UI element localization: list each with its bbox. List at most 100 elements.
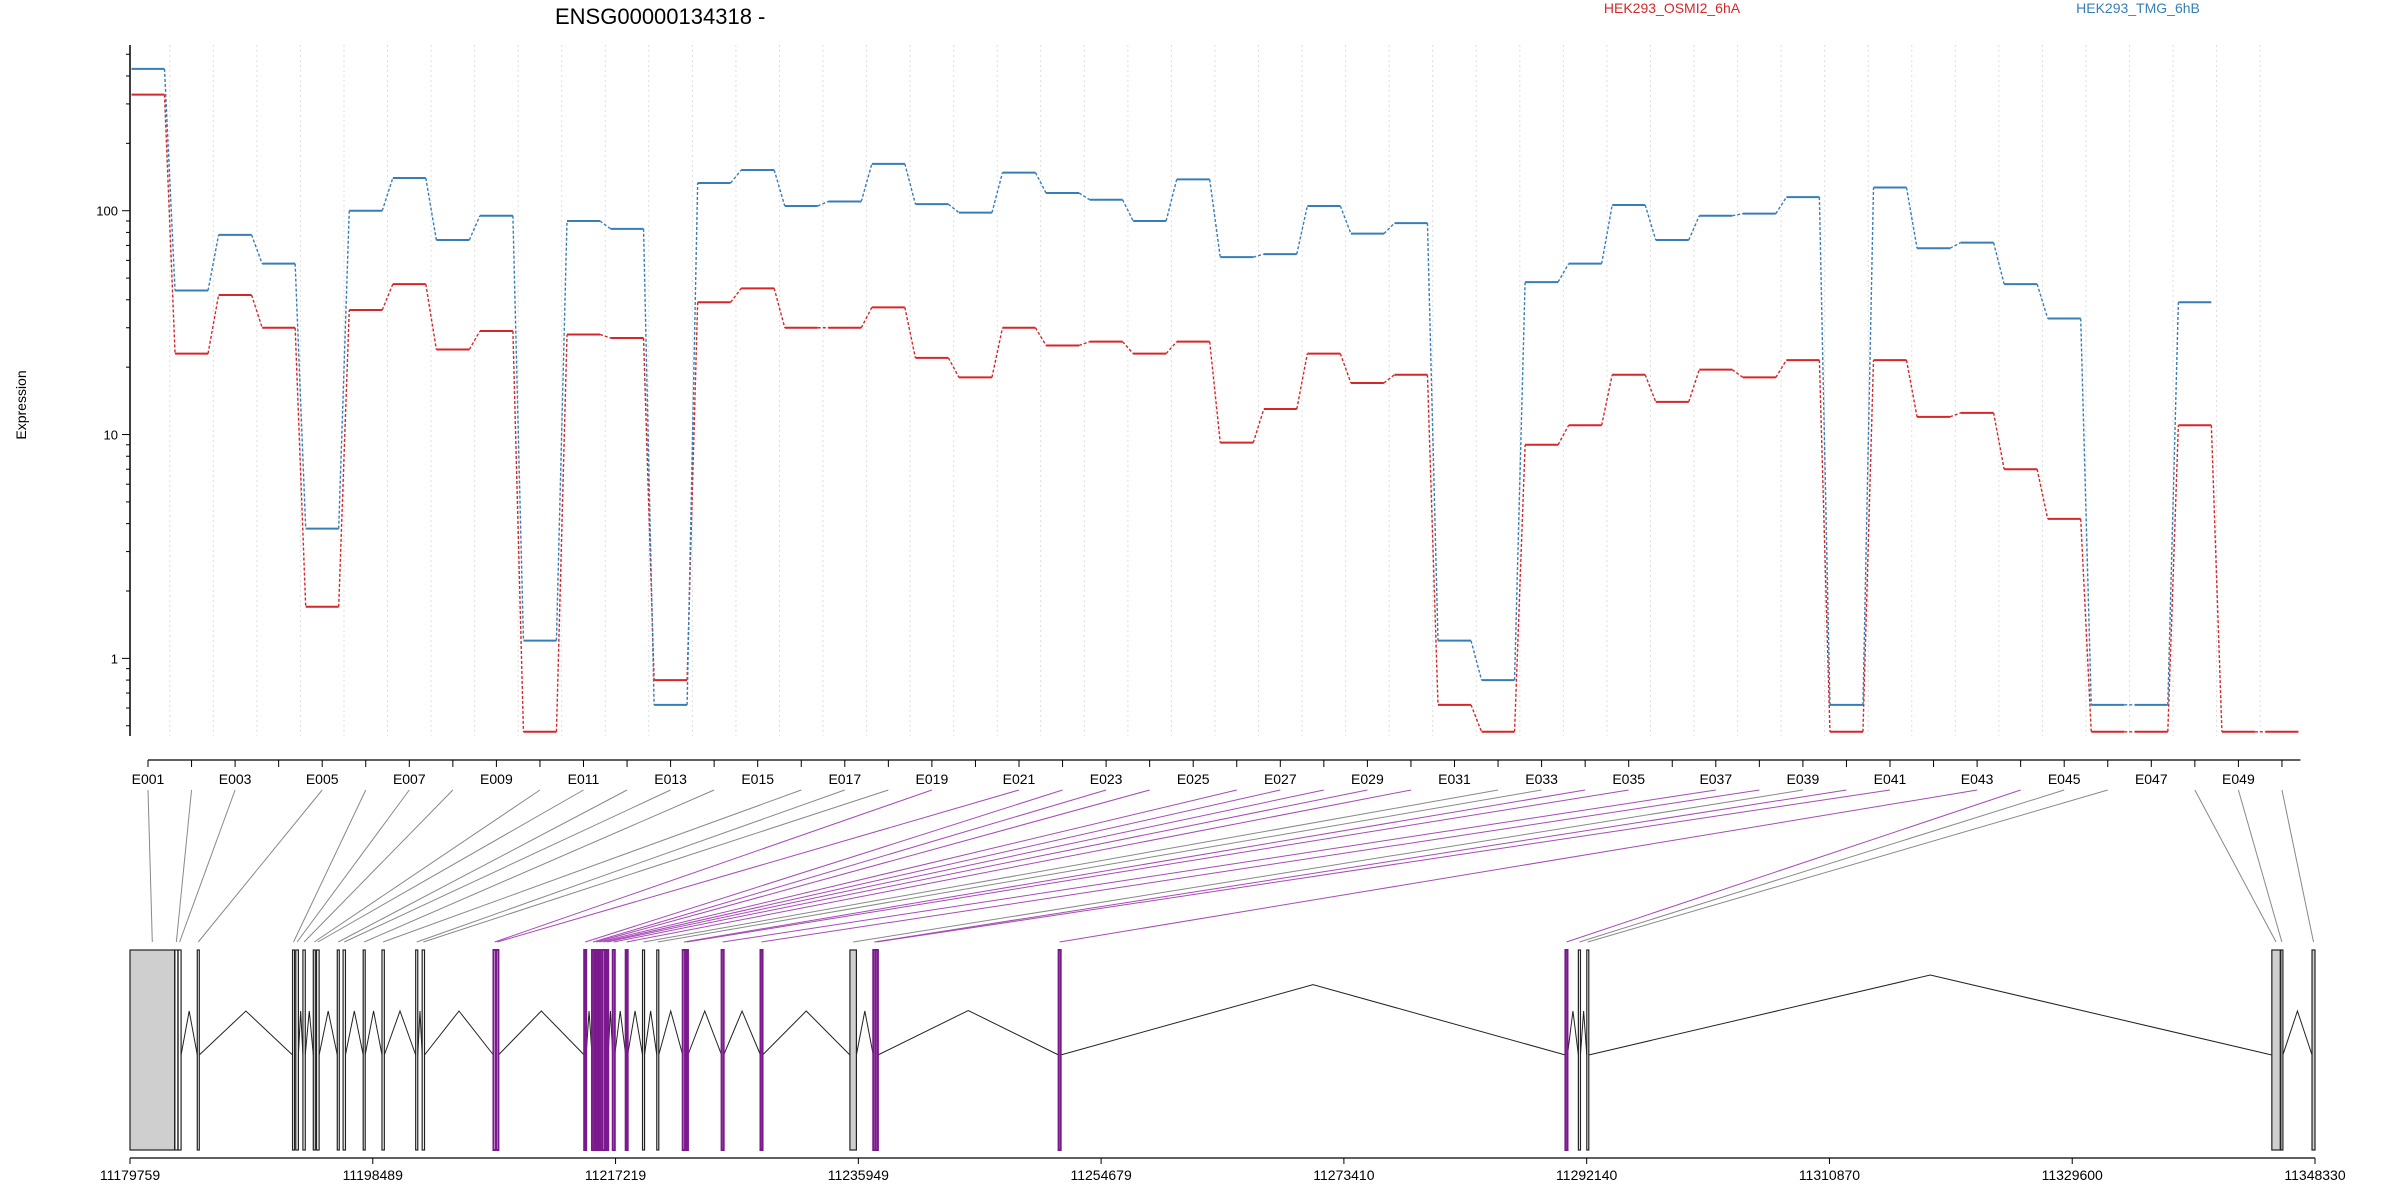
exon-label-E047: E047 bbox=[2135, 771, 2168, 787]
series-1-connector bbox=[1600, 204, 1613, 264]
series-1-connector bbox=[947, 203, 960, 214]
exon-label-E029: E029 bbox=[1351, 771, 1384, 787]
exon-box-E006 bbox=[295, 949, 299, 1151]
series-1-connector bbox=[1513, 282, 1526, 681]
intron-line bbox=[498, 1010, 585, 1056]
series-0-connector bbox=[1209, 341, 1221, 443]
exon-box-E025 bbox=[624, 949, 629, 1151]
series-0-connector bbox=[1775, 359, 1787, 378]
y-tick-label: 100 bbox=[96, 204, 118, 219]
gene-model bbox=[129, 949, 2316, 1151]
intron-line bbox=[2282, 1009, 2313, 1056]
connector-E023 bbox=[607, 789, 1324, 943]
connector-E017 bbox=[497, 789, 1020, 943]
series-0-connector bbox=[1731, 369, 1744, 378]
coord-label: 11273410 bbox=[1313, 1167, 1374, 1183]
intron-line bbox=[297, 1010, 304, 1056]
series-1-connector bbox=[1732, 212, 1743, 217]
series-0-connector bbox=[2210, 425, 2223, 732]
exon-label-E015: E015 bbox=[741, 771, 774, 787]
series-0-connector bbox=[294, 327, 307, 607]
exon-box-E011 bbox=[342, 949, 347, 1151]
connector-E022 bbox=[603, 789, 1281, 943]
connector-E025 bbox=[626, 789, 1412, 943]
series-1-connector bbox=[1034, 172, 1047, 194]
exon-label-E043: E043 bbox=[1961, 771, 1994, 787]
series-0-connector bbox=[1034, 327, 1047, 346]
connector-E011 bbox=[344, 789, 671, 943]
exon-box-E019 bbox=[590, 949, 596, 1151]
exon-label-E033: E033 bbox=[1525, 771, 1558, 787]
exon-box-E034 bbox=[874, 949, 879, 1151]
exon-box-E021 bbox=[597, 949, 602, 1151]
y-tick-label: 10 bbox=[104, 428, 118, 443]
intron-line bbox=[658, 1009, 684, 1056]
exon-box-E020 bbox=[594, 949, 599, 1151]
connector-E016 bbox=[494, 789, 933, 943]
connector-E003 bbox=[179, 789, 236, 943]
series-1-connector bbox=[1253, 253, 1264, 258]
connector-E010 bbox=[338, 789, 628, 943]
series-1-connector bbox=[1165, 179, 1178, 222]
coord-label: 11329600 bbox=[2042, 1167, 2103, 1183]
series-1-connector bbox=[294, 263, 307, 529]
series-1-connector bbox=[1470, 640, 1483, 681]
series-1-connector bbox=[686, 182, 699, 705]
intron-line bbox=[762, 1010, 851, 1056]
series-1-connector bbox=[2080, 318, 2092, 705]
series-0-connector bbox=[1296, 353, 1309, 410]
series-0-connector bbox=[1992, 412, 2005, 470]
intron-line bbox=[198, 1010, 293, 1056]
intron-line bbox=[687, 1009, 723, 1056]
exon-box-E032 bbox=[849, 949, 857, 1151]
coord-label: 11179759 bbox=[100, 1167, 160, 1183]
coord-label: 11310870 bbox=[1799, 1167, 1860, 1183]
series-0-connector bbox=[163, 94, 176, 354]
intron-line bbox=[723, 1009, 761, 1056]
connector-E006 bbox=[296, 789, 410, 943]
series-1-connector bbox=[425, 177, 438, 241]
series-0-connector bbox=[250, 294, 263, 328]
series-1-connector bbox=[1992, 242, 2005, 285]
intron-line bbox=[364, 1010, 383, 1056]
connector-E035 bbox=[1059, 789, 1978, 943]
intron-line bbox=[180, 1010, 198, 1056]
intron-line bbox=[627, 1010, 644, 1056]
exon-box-E010 bbox=[336, 949, 340, 1151]
exon-label-E003: E003 bbox=[219, 771, 252, 787]
coord-label: 11292140 bbox=[1556, 1167, 1617, 1183]
intron-line bbox=[417, 1010, 423, 1056]
exon-label-E025: E025 bbox=[1177, 771, 1210, 787]
series-1-connector bbox=[730, 169, 742, 184]
series-0-connector bbox=[1165, 341, 1178, 355]
series-0-connector bbox=[1557, 424, 1570, 446]
series-0-connector bbox=[1252, 408, 1265, 443]
exon-box-E028 bbox=[681, 949, 687, 1151]
series-1-connector bbox=[599, 220, 611, 230]
series-0-connector bbox=[642, 337, 655, 681]
series-1-connector bbox=[817, 200, 829, 207]
series-1-connector bbox=[1557, 263, 1570, 283]
series-0-connector bbox=[599, 333, 611, 339]
exon-box-E040 bbox=[2280, 949, 2284, 1151]
exon-box-E022 bbox=[601, 949, 606, 1151]
series-1-connector bbox=[207, 234, 220, 291]
exon-label-E037: E037 bbox=[1699, 771, 1732, 787]
series-1-connector bbox=[381, 177, 394, 211]
series-0-connector bbox=[2167, 425, 2180, 732]
exon-label-E021: E021 bbox=[1003, 771, 1036, 787]
series-1-connector bbox=[512, 215, 525, 641]
connector-E034 bbox=[876, 789, 1891, 943]
series-1-connector bbox=[904, 163, 917, 205]
series-0-connector bbox=[860, 307, 873, 329]
y-axis: 1 10 100 bbox=[96, 45, 131, 736]
connector-E001 bbox=[147, 789, 153, 943]
connector-E040 bbox=[2237, 789, 2283, 943]
intron-line bbox=[1579, 1010, 1588, 1056]
series-0-connector bbox=[1513, 444, 1526, 732]
exon-label-E045: E045 bbox=[2048, 771, 2081, 787]
series-1-connector bbox=[468, 215, 481, 241]
exon-label-E013: E013 bbox=[654, 771, 687, 787]
series-0-connector bbox=[207, 294, 220, 354]
exon-box-E035 bbox=[1057, 949, 1062, 1151]
